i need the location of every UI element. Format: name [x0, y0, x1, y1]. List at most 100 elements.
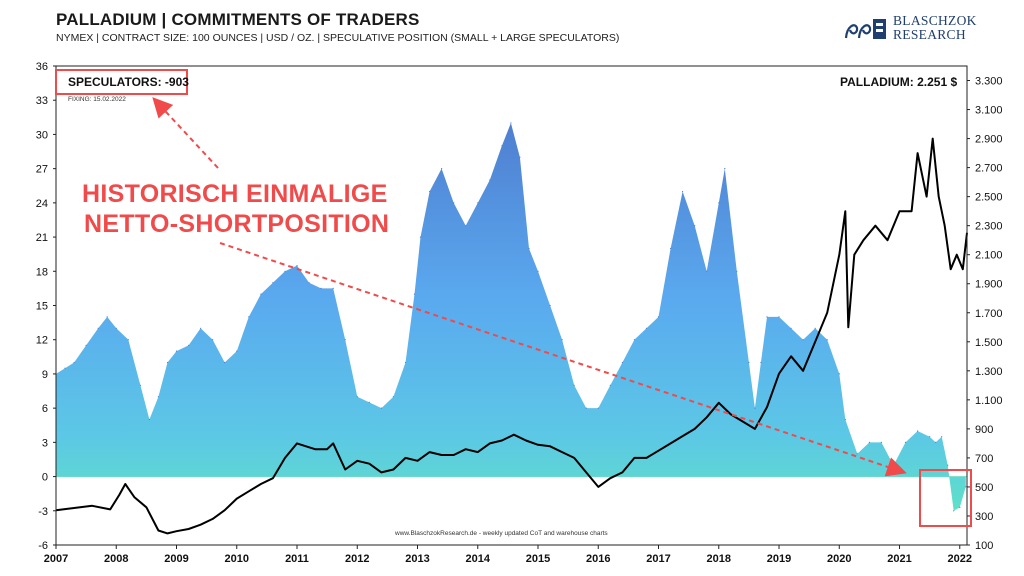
speculators-point: [814, 327, 816, 329]
speculators-point: [272, 282, 274, 284]
speculators-point: [748, 361, 750, 364]
y-right-tick: 700: [975, 453, 993, 465]
y-right-tick: 1.900: [975, 279, 1003, 291]
y-right-tick: 1.100: [975, 395, 1003, 407]
x-tick: 2012: [345, 553, 369, 565]
x-tick: 2018: [707, 553, 731, 565]
fixing-date: FIXING: 15.02.2022: [68, 96, 126, 103]
speculators-point: [441, 168, 443, 170]
speculators-point: [224, 361, 226, 364]
speculators-point: [510, 122, 512, 124]
speculators-point: [332, 287, 334, 289]
arrow-to-short: [219, 242, 907, 477]
speculators-point: [609, 384, 611, 386]
y-right-tick: 2.500: [975, 192, 1003, 204]
y-right-tick: 2.300: [975, 221, 1003, 233]
speculators-point: [904, 441, 907, 443]
speculators-point: [392, 396, 394, 398]
speculators-point: [404, 361, 407, 364]
x-tick: 2011: [285, 553, 309, 565]
speculators-point: [953, 510, 955, 512]
speculators-point: [200, 327, 202, 329]
brand-logo[interactable]: BLASCHZOK RESEARCH: [843, 14, 983, 46]
speculators-point: [736, 270, 738, 272]
speculators-point: [157, 396, 159, 398]
y-right-tick: 2.700: [975, 163, 1003, 175]
y-left-tick: 27: [36, 164, 48, 176]
y-right-tick: 3.300: [975, 76, 1003, 88]
x-tick: 2008: [104, 553, 128, 565]
speculators-box: [55, 69, 188, 95]
speculators-point: [947, 464, 949, 466]
speculators-point: [965, 486, 967, 488]
x-tick: 2017: [646, 553, 670, 565]
y-right-tick: 300: [975, 511, 993, 523]
speculators-point: [284, 270, 286, 272]
speculators-point: [880, 441, 883, 443]
speculators-point: [941, 436, 943, 438]
speculators-point: [85, 344, 87, 346]
y-left-tick: 36: [36, 61, 48, 73]
y-right-tick: 500: [975, 482, 993, 494]
y-left-tick: 6: [42, 403, 48, 415]
x-tick: 2022: [948, 553, 972, 565]
y-left-tick: 21: [36, 232, 48, 244]
x-tick: 2019: [767, 553, 791, 565]
speculators-label: SPECULATORS: -903: [68, 75, 189, 89]
speculators-point: [706, 270, 708, 272]
speculators-point: [212, 339, 214, 341]
speculators-point: [838, 373, 840, 375]
speculators-point: [139, 384, 141, 386]
speculators-point: [356, 396, 358, 398]
speculators-point: [413, 293, 416, 295]
y-left-tick: 12: [36, 335, 48, 347]
speculators-point: [682, 190, 684, 193]
chart-title: PALLADIUM | COMMITMENTS OF TRADERS: [56, 10, 420, 29]
speculators-point: [64, 367, 66, 369]
speculators-point: [585, 407, 587, 409]
speculators-point: [465, 225, 467, 227]
y-right-tick: 2.100: [975, 250, 1003, 262]
speculators-point: [519, 156, 521, 158]
short-position-box: [919, 469, 972, 527]
y-left-tick: 9: [42, 369, 48, 381]
speculators-point: [308, 282, 310, 284]
logo-line-2: RESEARCH: [893, 27, 966, 42]
speculators-point: [248, 316, 250, 318]
callout-line-2: NETTO-SHORTPOSITION: [84, 210, 389, 238]
speculators-point: [489, 179, 491, 181]
speculators-point: [296, 265, 298, 267]
speculators-point: [260, 293, 262, 295]
speculators-point: [633, 339, 636, 341]
speculators-point: [528, 247, 530, 250]
speculators-point: [148, 418, 150, 421]
speculators-point: [670, 247, 672, 250]
x-tick: 2020: [827, 553, 851, 565]
speculators-point: [778, 316, 780, 318]
speculators-point: [429, 190, 431, 193]
speculators-point: [754, 407, 756, 409]
speculators-point: [718, 202, 720, 204]
speculators-point: [73, 361, 75, 364]
x-tick: 2013: [405, 553, 429, 565]
speculators-point: [97, 327, 99, 329]
logo-text: BLASCHZOK RESEARCH: [893, 14, 977, 42]
speculators-point: [175, 350, 178, 352]
speculators-point: [959, 506, 961, 508]
y-right-tick: 1.500: [975, 337, 1003, 349]
x-tick: 2007: [44, 553, 68, 565]
speculators-point: [917, 430, 919, 432]
speculators-point: [724, 168, 726, 170]
speculators-point: [694, 225, 696, 227]
speculators-area: [56, 123, 966, 511]
speculators-point: [537, 270, 539, 272]
x-tick: 2009: [164, 553, 188, 565]
y-left-tick: 24: [36, 198, 48, 210]
y-left-tick: -6: [38, 540, 48, 552]
x-tick: 2010: [225, 553, 249, 565]
speculators-point: [419, 236, 422, 238]
axes: -6-3036912151821242730333610030050070090…: [36, 61, 1003, 565]
speculators-point: [766, 316, 768, 318]
speculators-point: [621, 361, 624, 364]
y-right-tick: 1.700: [975, 308, 1003, 320]
